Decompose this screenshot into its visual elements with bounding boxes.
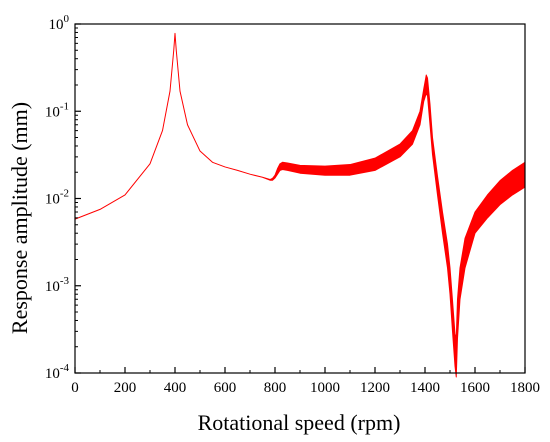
axes: 0 200 400 600 800 1000 1200 1400 1600 1800 10-4 10-…: [45, 13, 540, 396]
y-tick-label: 10-3: [45, 275, 70, 295]
x-tick-label: 1000: [310, 380, 340, 396]
y-tick-label: 10-2: [45, 188, 69, 208]
y-tick-label: 10-4: [45, 362, 70, 382]
x-tick-label: 1800: [510, 380, 540, 396]
series-band-0: [74, 32, 526, 378]
x-tick-label: 400: [164, 380, 187, 396]
x-tick-label: 800: [264, 380, 287, 396]
x-tick-label: 600: [214, 380, 237, 396]
x-tick-label: 1200: [360, 380, 390, 396]
x-axis-title: Rotational speed (rpm): [198, 410, 401, 435]
x-tick-label: 200: [114, 380, 137, 396]
x-tick-label: 1400: [410, 380, 440, 396]
y-axis-title: Response amplitude (mm): [7, 102, 32, 334]
x-tick-label: 1600: [460, 380, 490, 396]
y-tick-label: 10-1: [45, 100, 69, 120]
y-tick-label: 100: [49, 13, 70, 33]
plot-area: [74, 32, 526, 378]
x-tick-label: 0: [71, 380, 79, 396]
